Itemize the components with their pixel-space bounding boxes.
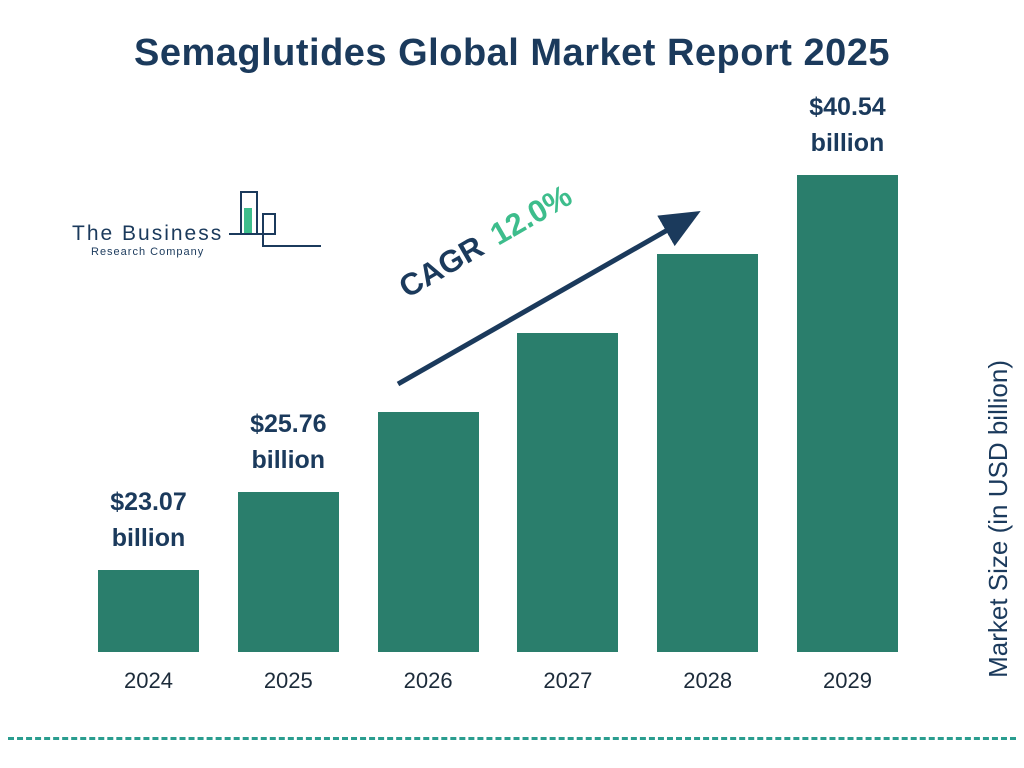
x-tick-label: 2025 bbox=[263, 668, 313, 693]
bar bbox=[657, 254, 759, 652]
x-tick-label: 2024 bbox=[124, 668, 173, 693]
bar bbox=[237, 492, 339, 652]
bar-column-2027: 2027 bbox=[517, 333, 619, 694]
bar-value-label: $23.07 billion bbox=[110, 487, 187, 552]
y-axis-label: Market Size (in USD billion) bbox=[983, 360, 1013, 678]
logo-bar-chart-icon bbox=[229, 191, 322, 247]
x-tick-label: 2029 bbox=[823, 668, 872, 693]
bar bbox=[796, 175, 898, 652]
page-title: Semaglutides Global Market Report 2025 bbox=[133, 32, 890, 74]
bar bbox=[377, 412, 479, 652]
logo-line2: Research Company bbox=[91, 246, 205, 258]
company-logo: The Business Research Company bbox=[72, 190, 325, 258]
bar-column-2028: 2028 bbox=[657, 254, 759, 694]
bar bbox=[517, 333, 619, 652]
bar-column-2029: $40.54 billion 2029 bbox=[796, 89, 898, 695]
bar-column-2026: 2026 bbox=[377, 412, 479, 694]
company-logo-text: The Business Research Company bbox=[72, 222, 223, 258]
bar-column-2024: $23.07 billion 2024 bbox=[98, 484, 199, 695]
bar-chart: $23.07 billion 2024 $25.76 billion 2025 2026 20… bbox=[98, 80, 898, 694]
x-tick-label: 2027 bbox=[543, 668, 593, 693]
bar-column-2025: $25.76 billion 2025 bbox=[237, 406, 339, 695]
logo-line1: The Business bbox=[72, 222, 224, 245]
x-tick-label: 2026 bbox=[403, 668, 453, 693]
x-tick-label: 2028 bbox=[683, 668, 733, 693]
bar-value-label: $40.54 billion bbox=[809, 92, 886, 157]
bar bbox=[98, 570, 199, 652]
bottom-dashed-divider bbox=[8, 737, 1016, 740]
bar-value-label: $25.76 billion bbox=[250, 409, 327, 474]
